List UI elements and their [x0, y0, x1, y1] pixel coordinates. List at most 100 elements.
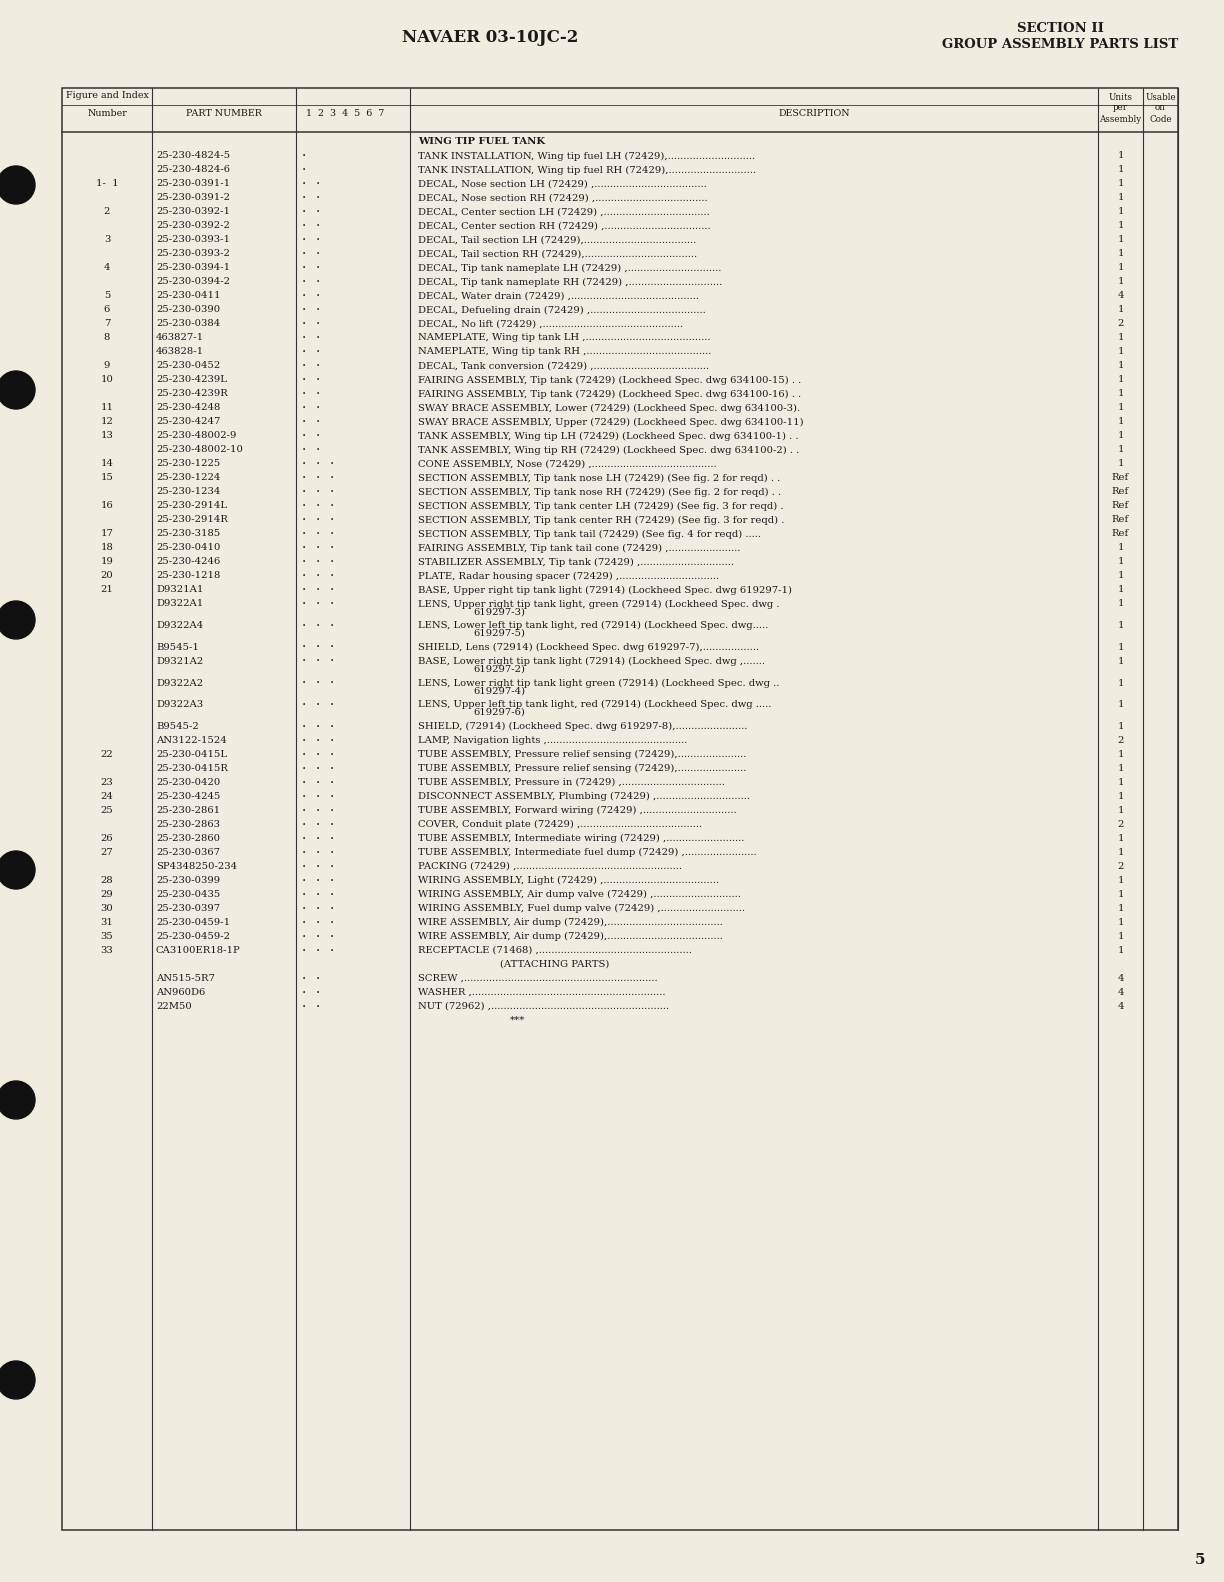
Text: ·: · — [316, 761, 321, 775]
Text: PACKING (72429) ,.....................................................: PACKING (72429) ,.......................… — [419, 862, 682, 872]
Circle shape — [0, 851, 35, 889]
Text: B9545-2: B9545-2 — [155, 721, 198, 731]
Text: DECAL, Tail section RH (72429),....................................: DECAL, Tail section RH (72429),.........… — [419, 250, 698, 258]
Text: 1: 1 — [1118, 179, 1124, 188]
Text: 1: 1 — [1118, 557, 1124, 566]
Text: ·: · — [302, 443, 306, 457]
Text: 25-230-1234: 25-230-1234 — [155, 487, 220, 497]
Text: ·: · — [329, 471, 334, 486]
Text: ·: · — [316, 873, 321, 888]
Text: ·: · — [302, 541, 306, 555]
Text: WIRING ASSEMBLY, Fuel dump valve (72429) ,...........................: WIRING ASSEMBLY, Fuel dump valve (72429)… — [419, 903, 745, 913]
Text: ·: · — [316, 345, 321, 359]
Text: 25-230-0392-1: 25-230-0392-1 — [155, 207, 230, 217]
Text: AN515-5R7: AN515-5R7 — [155, 975, 215, 982]
Text: 25-230-1218: 25-230-1218 — [155, 571, 220, 581]
Text: 21: 21 — [100, 585, 114, 595]
Text: 1: 1 — [1118, 459, 1124, 468]
Text: 1: 1 — [1118, 848, 1124, 857]
Text: AN3122-1524: AN3122-1524 — [155, 736, 226, 745]
Text: ·: · — [302, 498, 306, 513]
Text: DECAL, No lift (72429) ,.............................................: DECAL, No lift (72429) ,................… — [419, 320, 683, 329]
Text: ·: · — [329, 498, 334, 513]
Text: 10: 10 — [100, 375, 114, 384]
Text: ·: · — [316, 275, 321, 290]
Text: ·: · — [329, 789, 334, 804]
Text: ·: · — [316, 373, 321, 388]
Text: ·: · — [329, 859, 334, 873]
Text: per: per — [1113, 103, 1129, 112]
Text: AN960D6: AN960D6 — [155, 989, 206, 997]
Text: SECTION ASSEMBLY, Tip tank tail (72429) (See fig. 4 for reqd) .....: SECTION ASSEMBLY, Tip tank tail (72429) … — [419, 530, 761, 538]
Text: 25-230-4239L: 25-230-4239L — [155, 375, 226, 384]
Text: 1: 1 — [1118, 166, 1124, 174]
Text: 25-230-0390: 25-230-0390 — [155, 305, 220, 315]
Text: 25: 25 — [100, 805, 114, 815]
Text: D9322A2: D9322A2 — [155, 679, 203, 688]
Text: D9322A4: D9322A4 — [155, 622, 203, 630]
Text: 1: 1 — [1118, 544, 1124, 552]
Text: ·: · — [316, 414, 321, 429]
Text: ·: · — [316, 541, 321, 555]
Text: 25-230-4247: 25-230-4247 — [155, 418, 220, 427]
Text: 1: 1 — [1118, 903, 1124, 913]
Text: ·: · — [302, 359, 306, 373]
Text: 25-230-0367: 25-230-0367 — [155, 848, 220, 857]
Text: 25-230-4248: 25-230-4248 — [155, 403, 220, 413]
Text: ·: · — [316, 290, 321, 304]
Text: Ref: Ref — [1111, 487, 1129, 497]
Text: 1: 1 — [1118, 764, 1124, 774]
Text: 30: 30 — [100, 903, 114, 913]
Text: 1: 1 — [1118, 876, 1124, 884]
Text: 463827-1: 463827-1 — [155, 334, 204, 342]
Text: ·: · — [316, 584, 321, 596]
Text: SECTION ASSEMBLY, Tip tank center RH (72429) (See fig. 3 for reqd) .: SECTION ASSEMBLY, Tip tank center RH (72… — [419, 516, 785, 525]
Text: ·: · — [316, 888, 321, 902]
Text: 25-230-0415L: 25-230-0415L — [155, 750, 226, 759]
Text: 25-230-4824-6: 25-230-4824-6 — [155, 166, 230, 174]
Text: ·: · — [316, 1000, 321, 1014]
Text: DECAL, Defueling drain (72429) ,.....................................: DECAL, Defueling drain (72429) ,........… — [419, 305, 706, 315]
Text: 31: 31 — [100, 918, 114, 927]
Text: ·: · — [302, 316, 306, 331]
Text: STABILIZER ASSEMBLY, Tip tank (72429) ,..............................: STABILIZER ASSEMBLY, Tip tank (72429) ,.… — [419, 557, 734, 566]
Text: 25-230-4245: 25-230-4245 — [155, 793, 220, 800]
Text: ·: · — [302, 832, 306, 845]
Text: ·: · — [316, 971, 321, 986]
Text: ·: · — [302, 177, 306, 191]
Text: Figure and Index: Figure and Index — [66, 92, 148, 101]
Text: ·: · — [329, 845, 334, 859]
Text: 1: 1 — [1118, 277, 1124, 286]
Text: SCREW ,..............................................................: SCREW ,.................................… — [419, 975, 657, 982]
Text: ·: · — [316, 859, 321, 873]
Text: ·: · — [302, 304, 306, 316]
Text: ·: · — [329, 486, 334, 498]
Text: ·: · — [329, 698, 334, 712]
Text: 1: 1 — [1118, 375, 1124, 384]
Text: ·: · — [302, 720, 306, 734]
Text: 1: 1 — [1118, 152, 1124, 160]
Text: ·: · — [329, 513, 334, 527]
Text: 1: 1 — [1118, 946, 1124, 956]
Text: 1: 1 — [1118, 446, 1124, 454]
Text: ·: · — [302, 986, 306, 1000]
Text: ·: · — [316, 641, 321, 655]
Text: 1: 1 — [1118, 891, 1124, 899]
Text: 6: 6 — [104, 305, 110, 315]
Text: ·: · — [316, 331, 321, 345]
Text: BASE, Lower right tip tank light (72914) (Lockheed Spec. dwg ,.......: BASE, Lower right tip tank light (72914)… — [419, 657, 765, 666]
Text: 1: 1 — [1118, 679, 1124, 688]
Text: 1: 1 — [1118, 348, 1124, 356]
Text: ·: · — [329, 584, 334, 596]
Text: ·: · — [302, 429, 306, 443]
Text: DESCRIPTION: DESCRIPTION — [778, 109, 849, 119]
Text: ·: · — [302, 789, 306, 804]
Text: ·: · — [316, 804, 321, 818]
Text: 14: 14 — [100, 459, 114, 468]
Text: 2: 2 — [1118, 320, 1124, 329]
Text: 1: 1 — [1118, 236, 1124, 245]
Text: 25-230-0393-1: 25-230-0393-1 — [155, 236, 230, 245]
Text: Assembly: Assembly — [1099, 114, 1142, 123]
Text: 22M50: 22M50 — [155, 1001, 192, 1011]
Text: 25-230-2861: 25-230-2861 — [155, 805, 220, 815]
